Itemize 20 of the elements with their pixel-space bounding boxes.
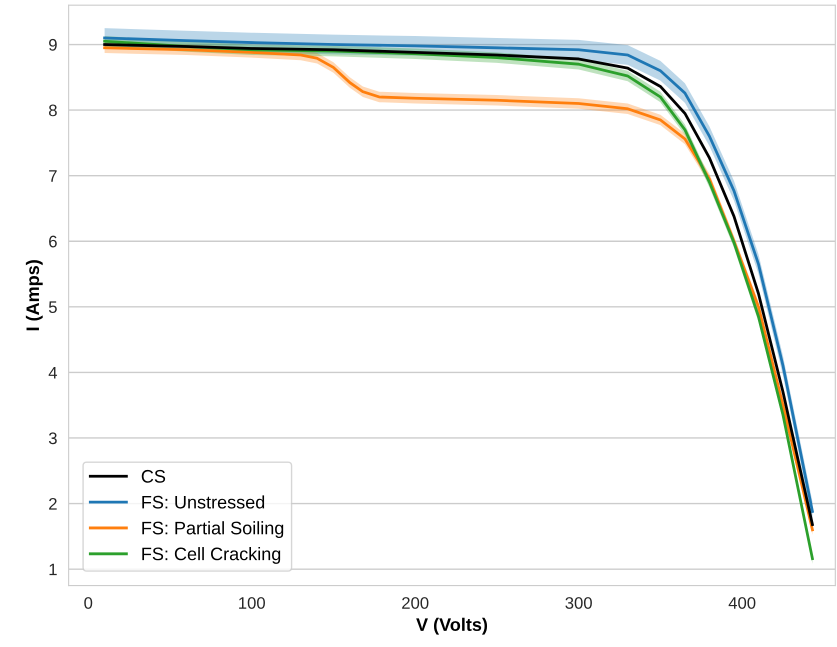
x-tick-label: 0 [84,597,92,609]
y-tick-label: 6 [49,236,57,248]
x-axis-title: V (Volts) [416,618,488,635]
x-tick-label: 300 [565,597,592,609]
legend-label: CS [142,470,166,483]
x-tick-label: 400 [728,597,756,609]
y-tick-label: 8 [48,104,57,116]
x-tick-label: 100 [239,597,265,609]
legend-label: FS: Cell Cracking [142,547,280,564]
x-tick-label: 200 [402,597,428,609]
y-tick-label: 4 [48,366,58,378]
y-tick-label: 5 [48,301,57,314]
y-axis-title: I (Amps) [26,260,43,330]
y-tick-label: 3 [48,432,57,444]
y-tick-label: 7 [49,170,57,182]
y-tick-label: 1 [50,564,57,576]
y-tick-label: 9 [49,38,57,51]
legend-label: FS: Unstressed [142,495,264,509]
y-tick-label: 2 [49,498,57,510]
legend-label: FS: Partial Soiling [142,521,284,538]
